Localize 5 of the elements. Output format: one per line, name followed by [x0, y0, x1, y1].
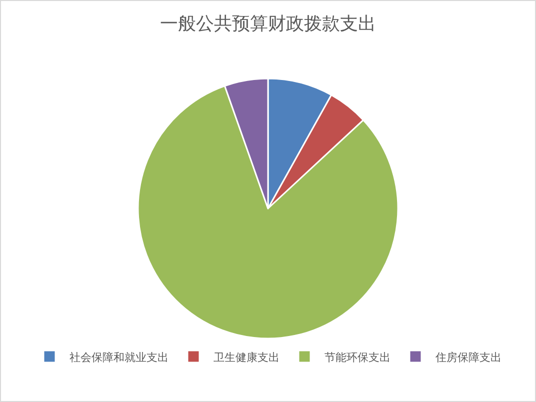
chart-title: 一般公共预算财政拨款支出 [160, 14, 376, 34]
legend-label: 卫生健康支出 [214, 350, 280, 364]
legend-label: 住房保障支出 [436, 350, 502, 364]
legend-label: 节能环保支出 [324, 350, 390, 364]
legend-label: 社会保障和就业支出 [70, 350, 168, 364]
